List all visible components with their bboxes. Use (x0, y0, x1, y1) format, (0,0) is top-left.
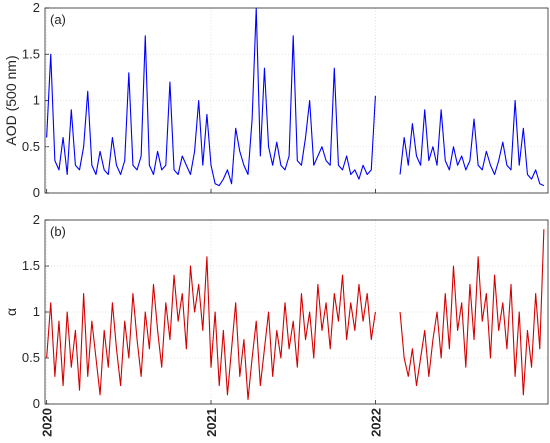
y-tick-label: 0.5 (22, 139, 40, 154)
y-tick-label: 1 (33, 304, 40, 319)
data-line (46, 229, 545, 400)
y-axis-label: AOD (500 nm) (3, 55, 19, 145)
y-tick-label: 2 (33, 212, 40, 227)
y-tick-label: 0 (33, 396, 40, 411)
y-tick-label: 0.5 (22, 350, 40, 365)
y-tick-label: 1.5 (22, 258, 40, 273)
y-tick-label: 1 (33, 93, 40, 108)
y-tick-label: 0 (33, 185, 40, 200)
data-line (46, 7, 545, 187)
x-tick-label: 2021 (204, 408, 219, 437)
x-tick-label: 2020 (40, 408, 55, 437)
panel-label: (a) (50, 12, 66, 27)
y-tick-label: 2 (33, 0, 40, 15)
y-tick-label: 1.5 (22, 46, 40, 61)
y-axis-label: α (3, 308, 19, 316)
panel-label: (b) (50, 224, 66, 239)
x-tick-label: 2022 (368, 408, 383, 437)
plot-frame (44, 7, 549, 194)
plot-frame (44, 219, 549, 405)
